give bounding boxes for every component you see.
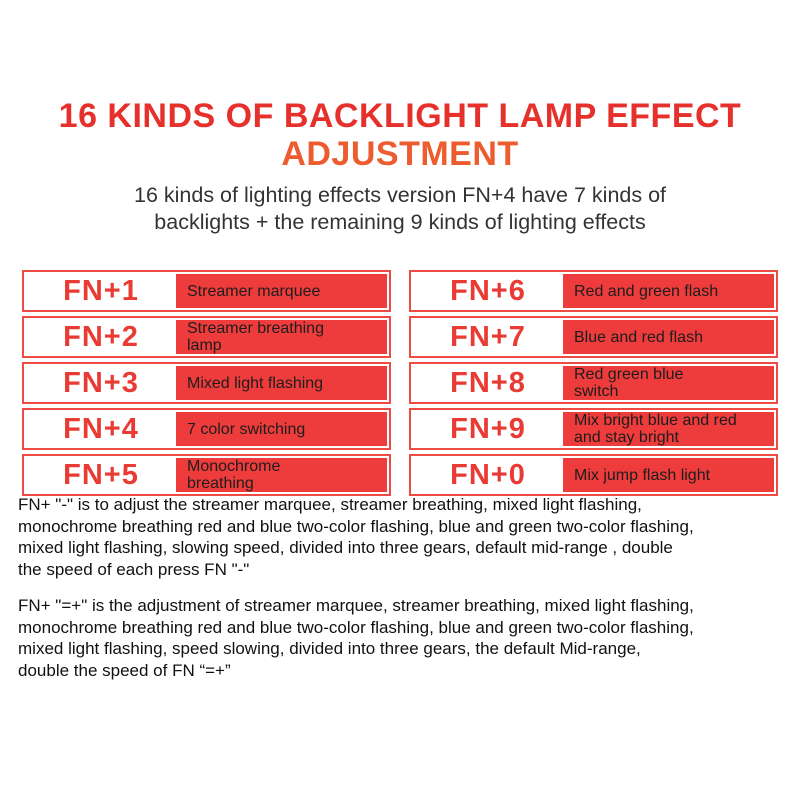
effect-desc-cell: Monochrome breathing [176,458,387,492]
effect-desc-cell: Mixed light flashing [176,366,387,400]
fn-key-cell: FN+5 [26,458,176,492]
fn-key-cell: FN+6 [413,274,563,308]
shortcut-row: FN+5 Monochrome breathing [22,454,391,496]
fn-key-cell: FN+3 [26,366,176,400]
shortcut-row: FN+9 Mix bright blue and red and stay br… [409,408,778,450]
shortcut-table-right: FN+6 Red and green flash FN+7 Blue and r… [409,270,778,496]
shortcut-row: FN+1 Streamer marquee [22,270,391,312]
shortcut-tables: FN+1 Streamer marquee FN+2 Streamer brea… [22,270,778,496]
shortcut-row: FN+2 Streamer breathing lamp [22,316,391,358]
effect-desc-cell: Mix jump flash light [563,458,774,492]
page-title-line2: ADJUSTMENT [281,135,519,173]
fn-key-cell: FN+1 [26,274,176,308]
note-fn-equals: FN+ "=+" is the adjustment of streamer m… [18,596,694,680]
fn-key-cell: FN+9 [413,412,563,446]
effect-desc-cell: Streamer marquee [176,274,387,308]
effect-desc-cell: Red green blue switch [563,366,774,400]
shortcut-table-left: FN+1 Streamer marquee FN+2 Streamer brea… [22,270,391,496]
effect-desc-cell: Blue and red flash [563,320,774,354]
fn-key-cell: FN+8 [413,366,563,400]
fn-key-cell: FN+7 [413,320,563,354]
page-title-line1: 16 KINDS OF BACKLIGHT LAMP EFFECT [58,97,742,135]
page-title: 16 KINDS OF BACKLIGHT LAMP EFFECT ADJUST… [0,0,800,173]
page-subtitle: 16 kinds of lighting effects version FN+… [133,183,667,234]
shortcut-row: FN+8 Red green blue switch [409,362,778,404]
note-fn-minus: FN+ "-" is to adjust the streamer marque… [18,495,694,579]
effect-desc-cell: Red and green flash [563,274,774,308]
shortcut-row: FN+6 Red and green flash [409,270,778,312]
fn-key-cell: FN+2 [26,320,176,354]
shortcut-row: FN+4 7 color switching [22,408,391,450]
effect-desc-cell: Streamer breathing lamp [176,320,387,354]
usage-notes: FN+ "-" is to adjust the streamer marque… [18,494,790,696]
fn-key-cell: FN+0 [413,458,563,492]
shortcut-row: FN+3 Mixed light flashing [22,362,391,404]
shortcut-row: FN+0 Mix jump flash light [409,454,778,496]
effect-desc-cell: Mix bright blue and red and stay bright [563,412,774,446]
fn-key-cell: FN+4 [26,412,176,446]
effect-desc-cell: 7 color switching [176,412,387,446]
shortcut-row: FN+7 Blue and red flash [409,316,778,358]
